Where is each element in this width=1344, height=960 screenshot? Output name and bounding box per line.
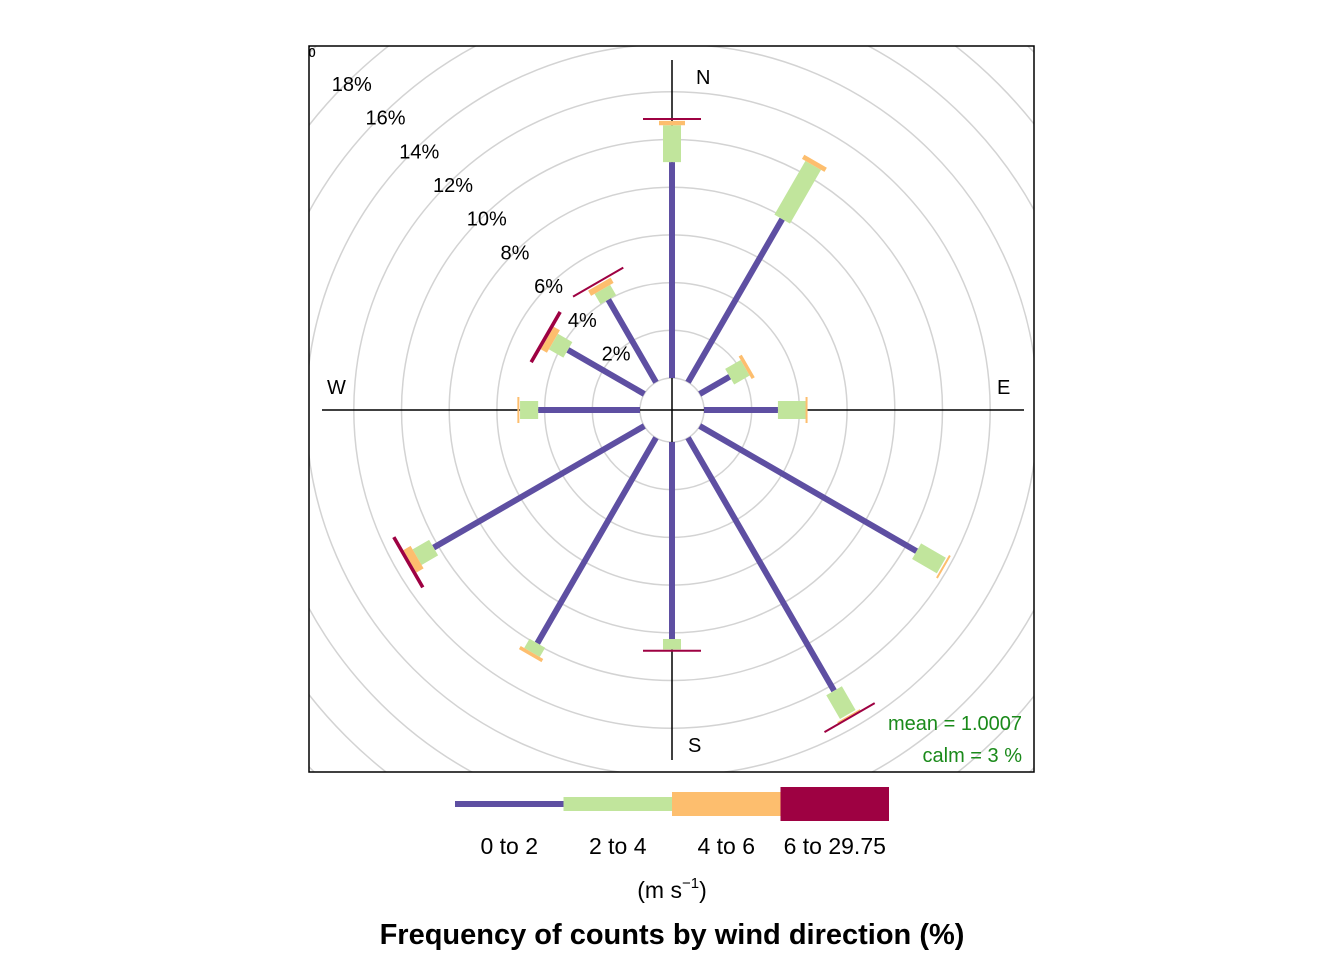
- bar-segment: [412, 539, 439, 565]
- bar-segment: [605, 298, 659, 384]
- radial-tick-labels: 2%4%6%8% 10% 12% 14% 16% 18%%: [298, 40, 631, 366]
- radial-tick-label: %: [298, 40, 316, 62]
- bar-segment: [566, 347, 646, 397]
- legend-units: (m s−1): [637, 875, 707, 903]
- bar-segment: [823, 702, 876, 733]
- radial-tick-label: 8%: [500, 242, 529, 264]
- bar-segment: [698, 374, 732, 397]
- legend-label: 4 to 6: [697, 833, 755, 859]
- compass-n: N: [696, 67, 710, 89]
- legend-label: 2 to 4: [589, 833, 647, 859]
- calm-annotation: calm = 3 %: [923, 745, 1023, 767]
- bar-segment: [548, 333, 573, 358]
- bar-segment: [912, 543, 946, 574]
- bar-segment: [698, 423, 919, 554]
- bar-segment: [588, 277, 614, 296]
- radial-tick-label: 16%: [366, 108, 406, 130]
- bar-segment: [432, 423, 646, 551]
- radial-tick-label: 4%: [568, 310, 597, 332]
- bar-segment: [403, 545, 424, 573]
- plot-frame: [308, 45, 1035, 773]
- bar-segment: [837, 709, 861, 724]
- bar-segment: [685, 217, 785, 384]
- chart-title: Frequency of counts by wind direction (%…: [380, 919, 965, 951]
- bar-segment: [524, 638, 546, 658]
- bar-segment: [572, 266, 624, 298]
- compass-w: W: [327, 377, 346, 399]
- compass-e: E: [997, 377, 1010, 399]
- mean-annotation: mean = 1.0007: [888, 713, 1022, 735]
- legend-swatch: [455, 801, 564, 807]
- radial-tick-label: 12%: [433, 175, 473, 197]
- bar-segment: [774, 160, 822, 224]
- bar-segment: [392, 536, 425, 589]
- legend-swatch: [780, 787, 889, 821]
- bar-segment: [685, 436, 837, 693]
- bar-segment: [594, 284, 617, 305]
- legend-swatch: [672, 792, 781, 816]
- bar-segment: [518, 646, 544, 663]
- radial-tick-label: 2%: [602, 344, 631, 366]
- radial-tick-label: 6%: [534, 276, 563, 298]
- legend-label: 0 to 2: [480, 833, 538, 859]
- legend-label: 6 to 29.75: [784, 833, 886, 859]
- legend: 0 to 2 2 to 4 4 to 6 6 to 29.75: [455, 787, 889, 859]
- bar-segment: [936, 554, 951, 579]
- bar-segment: [826, 686, 856, 719]
- bar-segment: [534, 436, 659, 645]
- radial-tick-label: 14%: [399, 141, 439, 163]
- radial-tick-label: 18%: [332, 74, 372, 96]
- bar-segment: [529, 311, 562, 364]
- bar-segment: [725, 359, 750, 385]
- bar-segment: [738, 354, 755, 380]
- bar-segment: [540, 326, 560, 353]
- bar-segment: [801, 154, 827, 172]
- wind-bars: [392, 117, 951, 733]
- compass-s: S: [688, 735, 701, 757]
- legend-swatch: [563, 797, 672, 811]
- radial-tick-label: 10%: [467, 209, 507, 231]
